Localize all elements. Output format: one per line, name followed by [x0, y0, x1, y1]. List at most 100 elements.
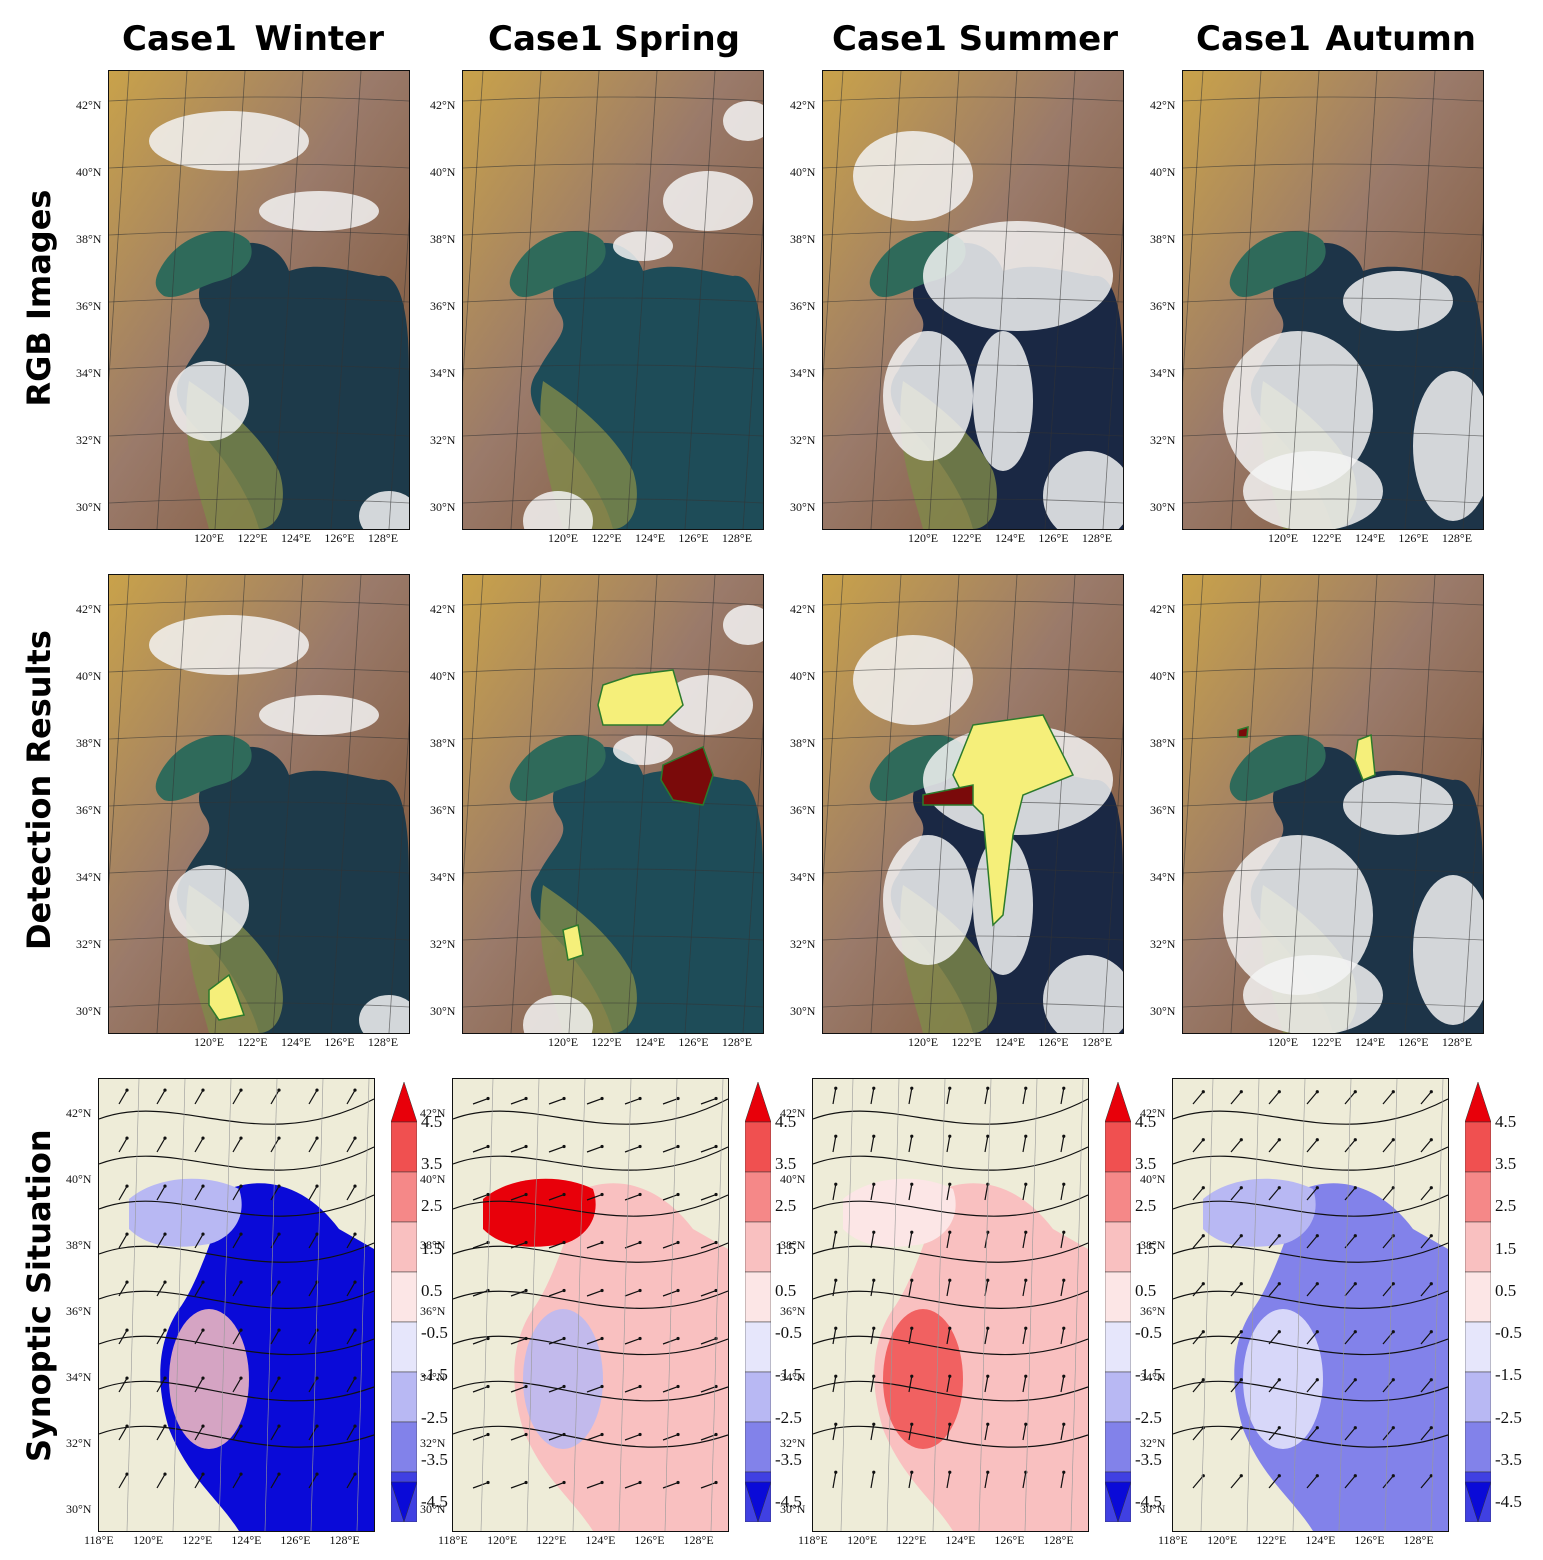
- colorbar-tick-label: -0.5: [1495, 1323, 1522, 1343]
- latitude-tick-label: 32°N: [430, 433, 456, 447]
- rgb-map-spring: [463, 71, 763, 529]
- rgb-panel-winter: [108, 70, 410, 530]
- longitude-tick-label: 128°E: [721, 1035, 753, 1049]
- longitude-tick-label: 122°E: [591, 1035, 622, 1049]
- colorbar-tick-label: -3.5: [1495, 1449, 1522, 1469]
- latitude-tick-label: 38°N: [66, 1238, 92, 1252]
- latitude-tick-label: 38°N: [790, 736, 816, 750]
- latitude-tick-label: 42°N: [76, 602, 102, 616]
- longitude-tick-label: 120°E: [908, 531, 939, 545]
- latitude-tick-label: 34°N: [790, 870, 816, 884]
- colorbar-tick-label: 4.5: [775, 1112, 797, 1131]
- season-label: Autumn: [1325, 19, 1476, 59]
- latitude-tick-label: 38°N: [1150, 232, 1176, 246]
- latitude-tick-label: 36°N: [430, 299, 456, 313]
- latitude-tick-label: 32°N: [780, 1436, 806, 1450]
- latitude-tick-label: 30°N: [420, 1502, 446, 1516]
- latitude-tick-label: 36°N: [66, 1304, 92, 1318]
- rgb-panel-autumn: [1182, 70, 1484, 530]
- latitude-tick-label: 36°N: [430, 803, 456, 817]
- longitude-tick-label: 120°E: [1207, 1533, 1238, 1547]
- latitude-tick-label: 34°N: [780, 1370, 806, 1384]
- latitude-tick-label: 42°N: [76, 98, 102, 112]
- latitude-tick-label: 42°N: [66, 1106, 92, 1120]
- longitude-tick-label: 122°E: [1311, 1035, 1342, 1049]
- longitude-tick-label: 126°E: [1354, 1533, 1385, 1547]
- latitude-tick-label: 42°N: [790, 602, 816, 616]
- latitude-tick-label: 38°N: [76, 232, 102, 246]
- longitude-tick-label: 128°E: [1403, 1533, 1434, 1547]
- latitude-tick-label: 42°N: [430, 602, 456, 616]
- latitude-tick-label: 38°N: [790, 232, 816, 246]
- latitude-tick-label: 30°N: [790, 500, 816, 514]
- colorbar-tick-label: -2.5: [421, 1407, 448, 1427]
- longitude-tick-label: 118°E: [1158, 1533, 1188, 1547]
- latitude-tick-label: 36°N: [780, 1304, 806, 1318]
- longitude-tick-label: 126°E: [324, 531, 355, 545]
- latitude-tick-label: 34°N: [790, 366, 816, 380]
- synoptic-map-summer: [813, 1079, 1088, 1531]
- colorbar-tick-label: 4.5: [1495, 1112, 1517, 1131]
- latitude-tick-label: 30°N: [66, 1502, 92, 1516]
- colorbar-tick-label: 3.5: [775, 1154, 797, 1174]
- longitude-tick-label: 126°E: [1038, 531, 1069, 545]
- latitude-tick-label: 42°N: [430, 98, 456, 112]
- colorbar-tick-label: 2.5: [421, 1196, 443, 1216]
- longitude-tick-label: 128°E: [1043, 1533, 1074, 1547]
- colorbar-autumn: [1465, 1082, 1491, 1522]
- column-title-winter: Case1 Winter: [122, 14, 384, 64]
- longitude-tick-label: 124°E: [634, 531, 666, 545]
- synoptic-map-spring: [453, 1079, 728, 1531]
- latitude-tick-label: 30°N: [76, 1004, 102, 1018]
- detection-panel-summer: [822, 574, 1124, 1034]
- latitude-tick-label: 32°N: [1140, 1436, 1166, 1450]
- longitude-tick-label: 124°E: [945, 1533, 976, 1547]
- longitude-tick-label: 124°E: [585, 1533, 616, 1547]
- colorbar-tick-label: -1.5: [1135, 1365, 1162, 1385]
- latitude-tick-label: 34°N: [1150, 366, 1176, 380]
- latitude-tick-label: 34°N: [66, 1370, 92, 1384]
- latitude-tick-label: 40°N: [780, 1172, 806, 1186]
- detection-panel-spring: [462, 574, 764, 1034]
- longitude-tick-label: 128°E: [1441, 531, 1473, 545]
- longitude-tick-label: 120°E: [1268, 1035, 1299, 1049]
- longitude-tick-label: 124°E: [994, 531, 1026, 545]
- latitude-tick-label: 32°N: [1150, 937, 1176, 951]
- longitude-tick-label: 122°E: [951, 1035, 982, 1049]
- latitude-tick-label: 34°N: [76, 366, 102, 380]
- latitude-tick-label: 30°N: [780, 1502, 806, 1516]
- longitude-tick-label: 124°E: [1354, 1035, 1386, 1049]
- longitude-tick-label: 124°E: [1305, 1533, 1336, 1547]
- longitude-tick-label: 124°E: [231, 1533, 262, 1547]
- colorbar-tick-label: 2.5: [1495, 1196, 1517, 1216]
- colorbar-tick-label: 0.5: [1495, 1280, 1517, 1300]
- synoptic-panel-spring: [452, 1078, 729, 1532]
- latitude-tick-label: 30°N: [1150, 500, 1176, 514]
- colorbar-tick-label: 0.5: [1135, 1280, 1157, 1300]
- colorbar-tick-label: -4.5: [1135, 1492, 1162, 1511]
- latitude-tick-label: 40°N: [790, 669, 816, 683]
- colorbar-summer: [1105, 1082, 1131, 1522]
- longitude-tick-label: 120°E: [194, 531, 225, 545]
- colorbar-tick-label: -1.5: [421, 1365, 448, 1385]
- latitude-tick-label: 40°N: [66, 1172, 92, 1186]
- longitude-tick-label: 126°E: [678, 531, 709, 545]
- longitude-tick-label: 124°E: [1354, 531, 1386, 545]
- case-label: Case1: [832, 19, 947, 59]
- longitude-tick-label: 128°E: [367, 1035, 399, 1049]
- longitude-tick-label: 122°E: [237, 1035, 268, 1049]
- longitude-tick-label: 122°E: [1256, 1533, 1287, 1547]
- colorbar-tick-label: -2.5: [1135, 1407, 1162, 1427]
- latitude-tick-label: 36°N: [76, 803, 102, 817]
- longitude-tick-label: 124°E: [280, 1035, 312, 1049]
- longitude-tick-label: 128°E: [367, 531, 399, 545]
- longitude-tick-label: 120°E: [847, 1533, 878, 1547]
- longitude-tick-label: 122°E: [896, 1533, 927, 1547]
- column-title-autumn: Case1 Autumn: [1196, 14, 1476, 64]
- longitude-tick-label: 122°E: [951, 531, 982, 545]
- latitude-tick-label: 40°N: [430, 165, 456, 179]
- longitude-tick-label: 124°E: [280, 531, 312, 545]
- colorbar-tick-label: 0.5: [421, 1280, 443, 1300]
- column-title-summer: Case1 Summer: [832, 14, 1118, 64]
- longitude-tick-label: 126°E: [1398, 1035, 1429, 1049]
